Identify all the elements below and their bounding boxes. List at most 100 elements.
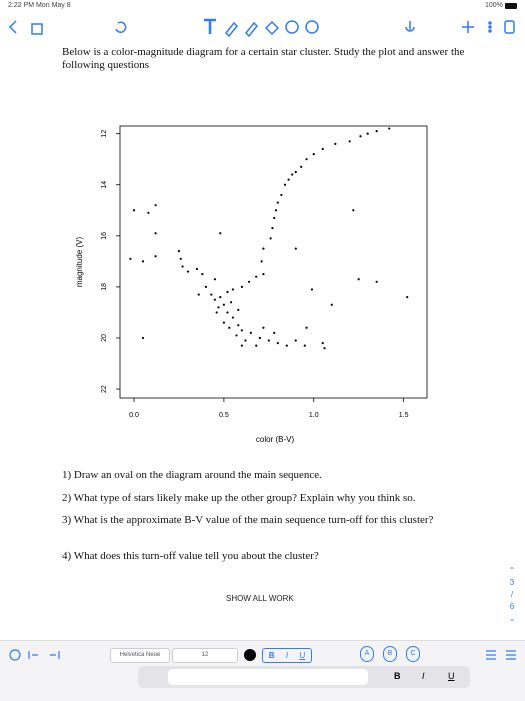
data-point (186, 270, 190, 273)
y-tick-label: 12 (101, 130, 108, 138)
data-point (273, 331, 276, 334)
data-point (323, 347, 326, 350)
current-page: 3 (509, 578, 515, 587)
underline-button[interactable]: U (299, 651, 306, 660)
question: 3) What is the approximate B-V value of … (62, 514, 434, 526)
bold-button[interactable]: B (268, 651, 275, 660)
numbered-list-button[interactable] (506, 650, 516, 660)
data-point (132, 209, 136, 212)
font-picker[interactable]: Helvetica Neue (110, 648, 170, 663)
question: 2) What type of stars likely make up the… (62, 492, 416, 504)
y-tick-label: 18 (101, 283, 108, 291)
data-point (285, 344, 288, 347)
data-point (276, 341, 279, 345)
sticker-tool[interactable] (305, 20, 319, 34)
intro-text: Below is a color-magnitude diagram for a… (62, 46, 465, 71)
pen-tool[interactable] (224, 21, 239, 38)
italic-button[interactable]: I (422, 671, 425, 681)
undo-button[interactable] (115, 21, 127, 33)
data-point (235, 334, 238, 337)
data-point (222, 303, 225, 306)
data-point (262, 273, 265, 276)
data-point (249, 331, 252, 334)
data-point (330, 303, 333, 306)
data-point (287, 178, 290, 181)
share-button[interactable] (31, 23, 43, 35)
data-point (375, 280, 378, 283)
color-picker[interactable] (244, 649, 256, 661)
keyboard-bar: B I U (138, 666, 470, 688)
data-point (305, 326, 308, 329)
underline-button[interactable]: U (448, 671, 455, 681)
y-tick-label: 20 (101, 334, 108, 342)
data-point (231, 288, 234, 291)
add-button[interactable] (462, 21, 474, 33)
data-point (276, 201, 279, 204)
data-point (154, 204, 157, 207)
back-button[interactable] (8, 20, 17, 34)
data-point (204, 285, 208, 289)
data-point (375, 130, 378, 133)
stamp[interactable]: B (383, 646, 397, 662)
data-point (300, 165, 303, 168)
data-point (181, 265, 184, 268)
data-point (244, 339, 247, 342)
data-point (215, 311, 218, 314)
data-point (348, 140, 351, 143)
list-button[interactable] (486, 650, 496, 660)
data-point (197, 293, 200, 296)
data-point (267, 339, 270, 342)
battery-icon (505, 3, 517, 9)
data-point (231, 316, 234, 319)
highlighter-tool[interactable] (244, 21, 259, 38)
data-point (388, 127, 391, 130)
chart: color (B-V) magnitude (V) 0.0 0.5 1.0 1.5 12… (75, 125, 428, 444)
data-point (219, 296, 222, 299)
toolbar-icons (9, 649, 516, 661)
data-point (228, 326, 231, 329)
stamp[interactable]: A (360, 646, 374, 662)
x-tick-label: 1.5 (399, 412, 409, 419)
question: 1) Draw an oval on the diagram around th… (62, 469, 322, 481)
data-point (291, 173, 294, 176)
mic-button[interactable] (405, 21, 415, 32)
stamp[interactable]: C (406, 646, 420, 662)
shape-tool[interactable] (285, 20, 299, 34)
question: 4) What does this turn-off value tell yo… (62, 550, 319, 562)
data-point (240, 285, 243, 289)
indent-left[interactable] (28, 651, 38, 659)
data-point (312, 152, 315, 156)
total-pages: 6 (509, 602, 515, 611)
data-point (129, 257, 132, 260)
data-point (334, 142, 337, 145)
eraser-tool[interactable] (264, 20, 280, 36)
data-point (222, 321, 225, 324)
data-point (179, 257, 182, 260)
data-point (352, 209, 355, 212)
data-point (406, 296, 409, 299)
data-point (201, 273, 204, 276)
indent-right[interactable] (50, 651, 60, 659)
data-point (321, 341, 324, 345)
check-button[interactable] (9, 649, 21, 661)
bold-button[interactable]: B (394, 671, 401, 681)
text-tool[interactable] (204, 18, 216, 34)
data-point (240, 329, 243, 332)
data-point (273, 216, 276, 220)
data-point (255, 344, 258, 347)
footer-text: SHOW ALL WORK (226, 594, 294, 603)
data-point (177, 250, 181, 253)
data-point (213, 298, 217, 301)
stamps: A B C (360, 646, 420, 662)
data-point (303, 344, 306, 347)
font-size[interactable]: 12 (172, 648, 238, 663)
data-point (219, 232, 222, 235)
y-tick-label: 14 (101, 181, 108, 189)
page-indicator[interactable]: ⌃ 3 / 6 ⌄ (505, 565, 519, 625)
italic-button[interactable]: I (285, 651, 289, 660)
data-point (195, 267, 199, 271)
time: 2:22 PM Mon May 8 (8, 2, 71, 9)
pages-button[interactable] (504, 20, 515, 34)
data-point (260, 260, 263, 263)
data-point (305, 158, 308, 161)
